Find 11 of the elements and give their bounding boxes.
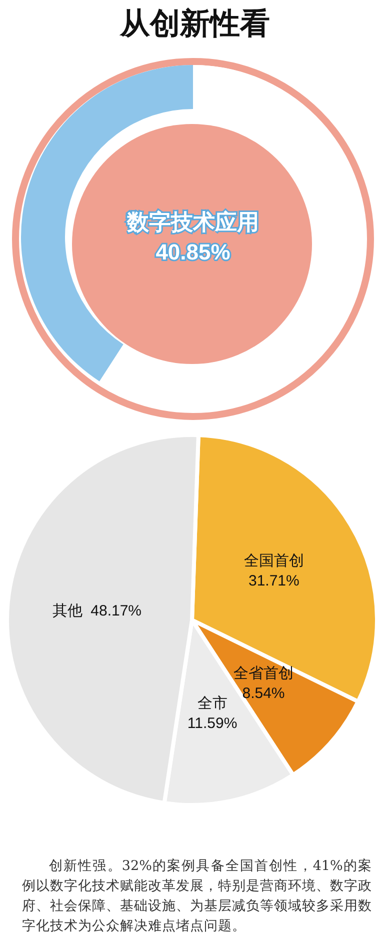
slice-label: 数字技术应用	[126, 210, 259, 234]
data-label: 40.85%	[156, 240, 230, 264]
slice-label: 全省首创	[234, 664, 294, 682]
chart-title: 从创新性看	[119, 6, 270, 42]
data-label: 11.59%	[187, 714, 238, 732]
slice-label: 其他 48.17%	[52, 602, 142, 620]
data-label: 8.54%	[242, 684, 285, 702]
slice-label: 全国首创	[244, 552, 304, 570]
slice-label: 全市	[197, 694, 228, 712]
data-label: 31.71%	[248, 572, 300, 590]
text: 创新性强。32%的案例具备全国首创性，41%的案例以数字化技术赋能改革发展，特别是营商环境、数字政府、社会保障、基础设施、为基层减负等领域较多采用数字化技术为公众解决难点堵点问题。	[22, 857, 372, 936]
